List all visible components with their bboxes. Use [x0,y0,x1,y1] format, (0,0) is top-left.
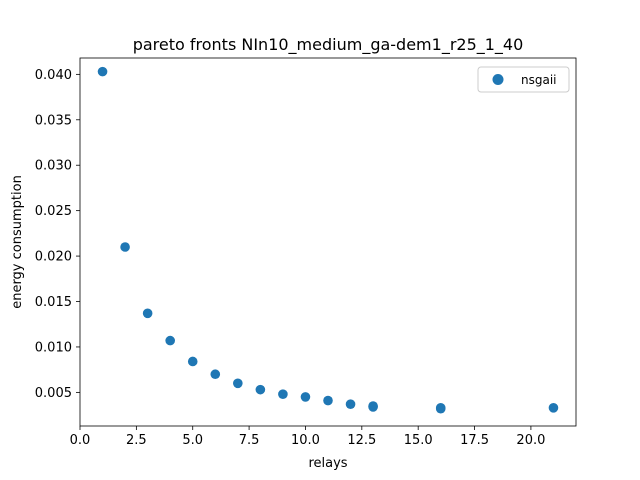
x-tick-label: 2.5 [126,433,147,448]
x-tick-label: 12.5 [347,433,376,448]
data-point-nsgaii [435,403,446,414]
y-tick-label: 0.005 [35,386,72,401]
x-tick-label: 20.0 [516,433,545,448]
x-tick-label: 0.0 [70,433,91,448]
legend-box [477,66,570,93]
data-point-nsgaii [210,369,221,380]
x-tick-label: 17.5 [460,433,489,448]
y-tick-label: 0.040 [35,68,72,83]
data-point-nsgaii [548,403,559,413]
data-point-nsgaii [97,66,108,77]
data-point-nsgaii [255,384,266,395]
chart-title: pareto fronts NIn10_medium_ga-dem1_r25_1… [133,35,524,55]
legend-label-nsgaii: nsgaii [521,73,557,87]
x-tick-label: 5.0 [182,433,203,448]
data-point-nsgaii [233,378,243,389]
data-point-nsgaii [165,335,175,346]
y-axis-label: energy consumption [10,175,25,309]
y-tick-label: 0.015 [35,295,72,310]
data-point-nsgaii [345,399,356,409]
data-point-nsgaii [142,308,153,319]
y-axis-ticks: 0.005 0.010 0.015 0.020 0.025 0.030 0.035 0.040 [35,68,80,401]
x-tick-label: 15.0 [404,433,433,448]
y-tick-label: 0.030 [35,159,72,174]
axes-frame [79,57,577,427]
data-point-nsgaii [300,392,311,402]
y-tick-label: 0.035 [35,113,72,128]
data-point-nsgaii [187,356,198,367]
legend: nsgaii [477,66,570,93]
y-tick-label: 0.020 [35,250,72,265]
data-point-nsgaii [368,402,378,412]
y-tick-label: 0.025 [35,204,72,219]
data-point-nsgaii [323,395,333,406]
data-point-nsgaii [278,389,288,399]
x-tick-label: 7.5 [239,433,260,448]
data-points [97,66,559,414]
x-tick-label: 10.0 [291,433,320,448]
legend-marker-nsgaii [492,74,504,85]
y-tick-label: 0.010 [35,340,72,355]
x-axis-ticks: 0.0 2.5 5.0 7.5 10.0 12.5 15.0 17.5 20.0 [70,426,545,448]
data-point-nsgaii [120,242,130,252]
x-axis-label: relays [308,456,347,471]
